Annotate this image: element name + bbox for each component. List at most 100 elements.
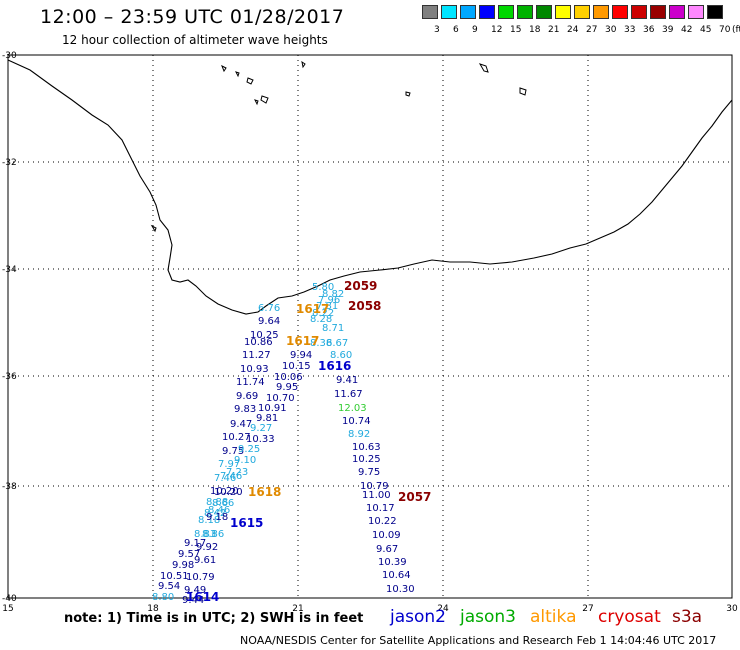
satellite-name: cryosat: [598, 607, 661, 627]
latitude-tick-label: -38: [2, 482, 17, 492]
wave-height-value: 9.27: [250, 423, 272, 434]
legend-swatch: [612, 5, 628, 19]
wave-height-value: 10.70: [266, 393, 295, 404]
pass-number-label: 1615: [230, 516, 263, 530]
longitude-tick-label: 27: [582, 604, 593, 614]
wave-height-value: 9.75: [222, 446, 244, 457]
credit-line: NOAA/NESDIS Center for Satellite Applica…: [240, 634, 717, 647]
wave-height-value: 9.61: [194, 555, 216, 566]
wave-height-value: 8.38: [310, 338, 332, 349]
axis-ticks: 15 18 21 24 27 30 -30 -32 -34 -36 -38 -40: [2, 51, 738, 614]
legend-swatch: [422, 5, 438, 19]
observation-labels: 5.808.827.967.818.228.288.71 6.678.60 9.41…: [152, 282, 415, 606]
satellite-name: s3a: [672, 607, 703, 627]
wave-height-value: 9.17: [184, 538, 206, 549]
wave-height-value: 9.41: [336, 375, 358, 386]
pass-number-label: 2058: [348, 299, 381, 313]
wave-height-value: 8.92: [348, 429, 370, 440]
legend-swatch: [707, 5, 723, 19]
legend-swatch: [517, 5, 533, 19]
wave-height-value: 8.86: [202, 529, 224, 540]
wave-height-value: 8.42: [204, 508, 226, 519]
wave-height-value: 9.81: [256, 413, 278, 424]
wave-height-value: 10.79: [186, 572, 215, 583]
legend-swatch: [441, 5, 457, 19]
wave-height-value: 10.51: [160, 571, 189, 582]
wave-height-value: 9.94: [290, 350, 312, 361]
legend-swatch: [650, 5, 666, 19]
wave-height-value: 10.22: [368, 516, 397, 527]
pass-number-label: 1616: [318, 359, 351, 373]
latitude-tick-label: -34: [2, 265, 17, 275]
legend-label: 21: [548, 25, 560, 35]
longitude-tick-label: 21: [292, 604, 303, 614]
wave-height-value: 8.83: [194, 529, 216, 540]
wave-height-value: 9.75: [358, 467, 380, 478]
wave-height-value: 9.95: [276, 382, 298, 393]
wave-height-value: 10.33: [246, 434, 275, 445]
wave-height-value: 10.30: [386, 584, 415, 595]
legend-label: 36: [643, 25, 655, 35]
wave-height-value: 11.00: [362, 490, 391, 501]
wave-height-value: 10.63: [352, 442, 381, 453]
map-title: 12:00 – 23:59 UTC 01/28/2017: [40, 6, 345, 28]
latitude-tick-label: -32: [2, 158, 17, 168]
wave-height-value: 7.97: [218, 459, 240, 470]
wave-height-value: 10.79: [360, 481, 389, 492]
wave-height-value: 9.49: [184, 585, 206, 596]
legend-label: 45: [700, 25, 712, 35]
legend-swatch: [669, 5, 685, 19]
wave-height-value: 10.91: [258, 403, 287, 414]
legend-label: 39: [662, 25, 674, 35]
wave-height-value: 12.03: [338, 403, 367, 414]
wave-height-value: 9.83: [234, 404, 256, 415]
legend-label: 24: [567, 25, 579, 35]
pass-number-label: 2057: [398, 490, 431, 504]
wave-height-value: 9.69: [236, 391, 258, 402]
wave-height-value: 11.67: [334, 389, 363, 400]
wave-height-value: 5.80: [312, 282, 334, 293]
legend-swatch: [498, 5, 514, 19]
wave-height-value: 8.46: [208, 505, 230, 516]
wave-height-value: 10.06: [274, 372, 303, 383]
wave-height-value: 9.67: [376, 544, 398, 555]
wave-height-value: 10.09: [372, 530, 401, 541]
wave-height-value: 8.80: [152, 592, 174, 603]
wave-height-value: 7.46: [214, 473, 236, 484]
map-subtitle: 12 hour collection of altimeter wave hei…: [62, 33, 328, 47]
wave-height-value: 7.46: [220, 471, 242, 482]
wave-height-value: 8.18: [198, 515, 220, 526]
wave-height-value: 8.82: [322, 289, 344, 300]
legend-label: 6: [453, 25, 459, 35]
wave-height-value: 8.71: [322, 323, 344, 334]
pass-number-label: 1614: [186, 590, 219, 604]
graticule: [8, 55, 732, 598]
legend-swatch: [688, 5, 704, 19]
legend-label: 3: [434, 25, 440, 35]
latitude-tick-label: -36: [2, 372, 17, 382]
wave-height-value: 8.60: [330, 350, 352, 361]
pass-number-label: 1617: [286, 334, 319, 348]
wave-height-value: 9.92: [196, 542, 218, 553]
latitude-tick-label: -40: [2, 594, 17, 604]
wave-height-value: 11.74: [236, 377, 265, 388]
wave-height-value: 7.96: [318, 295, 340, 306]
legend-label: 42: [681, 25, 693, 35]
pass-number-label: 1618: [248, 485, 281, 499]
wave-height-value: 6.67: [326, 338, 348, 349]
wave-height-value: 7.81: [316, 301, 338, 312]
wave-height-value: 6.76: [258, 303, 280, 314]
satellite-name: altika: [530, 607, 577, 627]
wave-height-value: 8.66: [212, 498, 234, 509]
wave-height-value: 11.27: [242, 350, 271, 361]
pass-number-label: 1617: [296, 302, 329, 316]
longitude-tick-label: 18: [147, 604, 159, 614]
wave-height-value: 9.25: [238, 444, 260, 455]
wave-height-value: 10.86: [244, 337, 273, 348]
wave-height-value: 9.44: [182, 595, 204, 606]
wave-height-value: 9.10: [234, 455, 256, 466]
footnote: note: 1) Time is in UTC; 2) SWH is in fe…: [64, 611, 364, 626]
wave-height-value: 9.47: [230, 419, 252, 430]
wave-height-value: 10.93: [240, 364, 269, 375]
